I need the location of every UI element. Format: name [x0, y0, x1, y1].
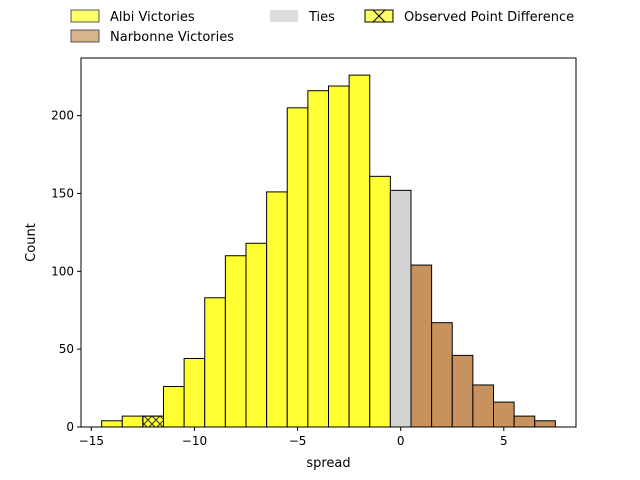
bars-layer: [101, 74, 556, 428]
observed-point-difference-bar: [142, 415, 164, 428]
albi-victories-bar: [101, 420, 123, 428]
y-axis: 0 50 100 150 200: [51, 109, 81, 434]
ties-bar: [389, 189, 412, 428]
y-tick-label: 0: [66, 420, 74, 434]
albi-victories-bar: [245, 242, 268, 428]
albi-victories-bar: [224, 255, 247, 428]
albi-victories-bar: [348, 74, 371, 428]
legend-item-ties: Ties: [270, 10, 335, 25]
legend-item-observed-point-difference: Observed Point Difference: [364, 9, 574, 25]
albi-victories-bar: [328, 85, 350, 428]
x-axis-label: spread: [306, 456, 350, 471]
legend: Albi Victories Narbonne Victories Ties Obse…: [70, 9, 574, 45]
plot-area-frame: [80, 57, 577, 428]
narbonne-victories-bar: [513, 415, 536, 428]
legend-label: Albi Victories: [110, 10, 195, 25]
legend-swatch: [270, 10, 298, 22]
x-tick-label: −5: [289, 434, 307, 448]
narbonne-victories-bar: [534, 420, 556, 428]
x-tick-label: −15: [79, 434, 104, 448]
narbonne-victories-bar: [410, 264, 433, 428]
legend-hatch-icon: [372, 9, 386, 23]
legend-swatch-border: [364, 9, 394, 23]
x-tick-label: −10: [182, 434, 207, 448]
y-tick-label: 150: [51, 186, 74, 200]
x-tick-label: 5: [500, 434, 508, 448]
legend-label: Observed Point Difference: [404, 10, 574, 25]
narbonne-victories-bar: [472, 384, 494, 428]
x-axis: −15 −10 −5 0 5: [79, 427, 508, 448]
y-tick-label: 200: [51, 109, 74, 123]
albi-victories-bar: [121, 415, 144, 428]
albi-victories-bar: [286, 107, 309, 428]
legend-label: Ties: [308, 10, 335, 25]
y-axis-label: Count: [24, 223, 39, 262]
x-tick-label: 0: [397, 434, 405, 448]
legend-swatch: [70, 9, 100, 23]
albi-victories-bar: [307, 90, 329, 428]
narbonne-victories-bar: [493, 401, 515, 428]
legend-swatch: [70, 29, 100, 43]
narbonne-victories-bar: [451, 354, 474, 428]
y-tick-label: 100: [51, 264, 74, 278]
albi-victories-bar: [204, 297, 226, 428]
y-tick-label: 50: [59, 342, 74, 356]
albi-victories-bar: [163, 386, 185, 428]
albi-victories-bar: [369, 175, 391, 428]
legend-item-narbonne-victories: Narbonne Victories: [70, 29, 234, 45]
legend-label: Narbonne Victories: [110, 30, 234, 45]
albi-victories-bar: [266, 191, 288, 428]
legend-item-albi-victories: Albi Victories: [70, 9, 195, 25]
narbonne-victories-bar: [431, 322, 453, 428]
albi-victories-bar: [183, 357, 206, 428]
